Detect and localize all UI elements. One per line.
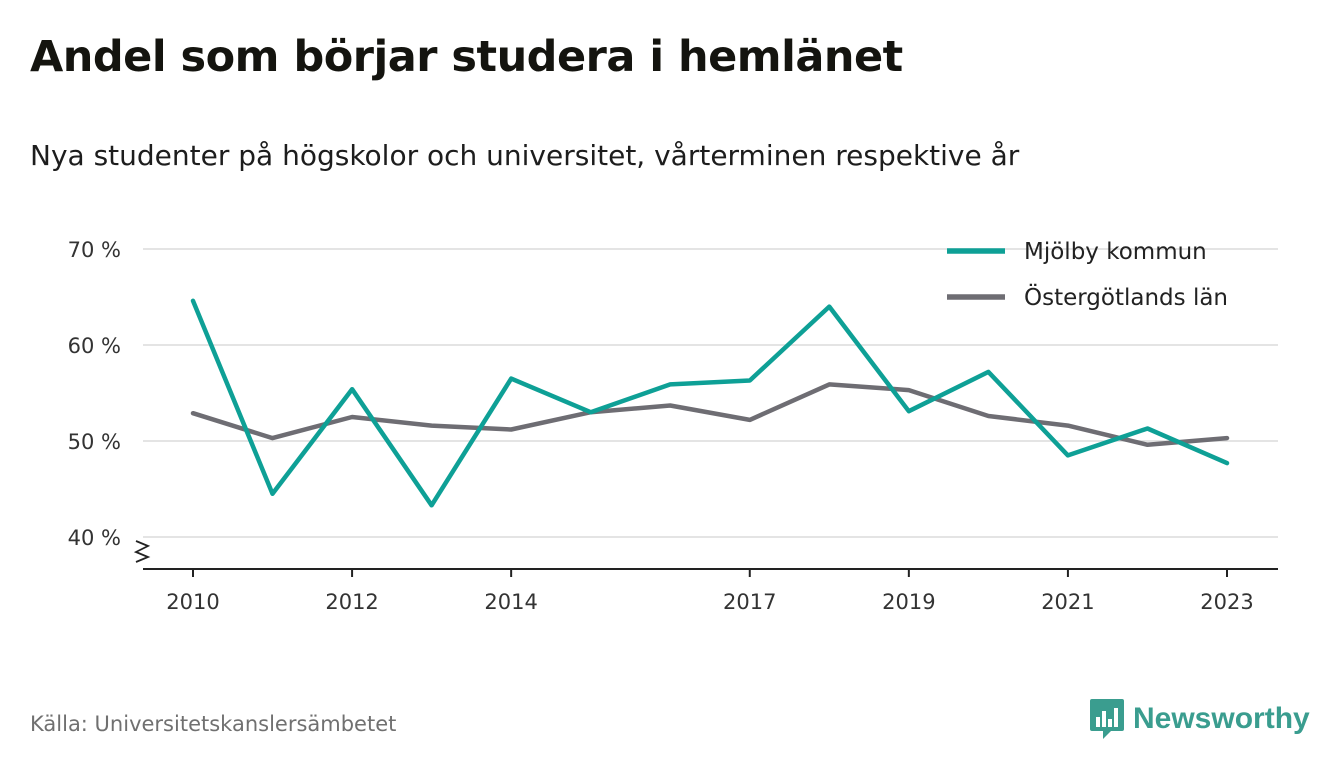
y-tick-label: 70 %	[68, 238, 121, 262]
x-axis: 2010 2012 2014 2017 2019 2021 2023	[133, 540, 1278, 614]
y-axis-ticks: 40 % 50 % 60 % 70 %	[68, 238, 121, 550]
brand-name: Newsworthy	[1133, 702, 1310, 735]
series-line-0	[190, 298, 1230, 508]
y-tick-label: 50 %	[68, 430, 121, 454]
x-tick-label: 2021	[1041, 590, 1094, 614]
chart-title: Andel som börjar studera i hemlänet	[30, 32, 903, 82]
brand-logo: Newsworthy	[1089, 697, 1310, 741]
newsworthy-logo-icon	[1090, 699, 1124, 739]
legend-label-0: Mjölby kommun	[1024, 239, 1207, 265]
legend-label-1: Östergötlands län	[1024, 283, 1228, 311]
x-tick-label: 2012	[325, 590, 378, 614]
y-tick-label: 60 %	[68, 334, 121, 358]
chart-subtitle: Nya studenter på högskolor och universit…	[30, 139, 1020, 172]
y-tick-label: 40 %	[68, 526, 121, 550]
x-tick-label: 2017	[723, 590, 776, 614]
x-tick-label: 2023	[1200, 590, 1253, 614]
source-note: Källa: Universitetskanslersämbetet	[30, 712, 397, 736]
axis-break-icon	[133, 540, 151, 563]
series-line-1	[190, 382, 1230, 448]
series-lines	[190, 298, 1230, 508]
grid-lines	[143, 248, 1278, 538]
x-tick-label: 2019	[882, 590, 935, 614]
x-tick-label: 2010	[166, 590, 219, 614]
x-tick-label: 2014	[484, 590, 537, 614]
legend: Mjölby kommun Östergötlands län	[947, 239, 1228, 311]
